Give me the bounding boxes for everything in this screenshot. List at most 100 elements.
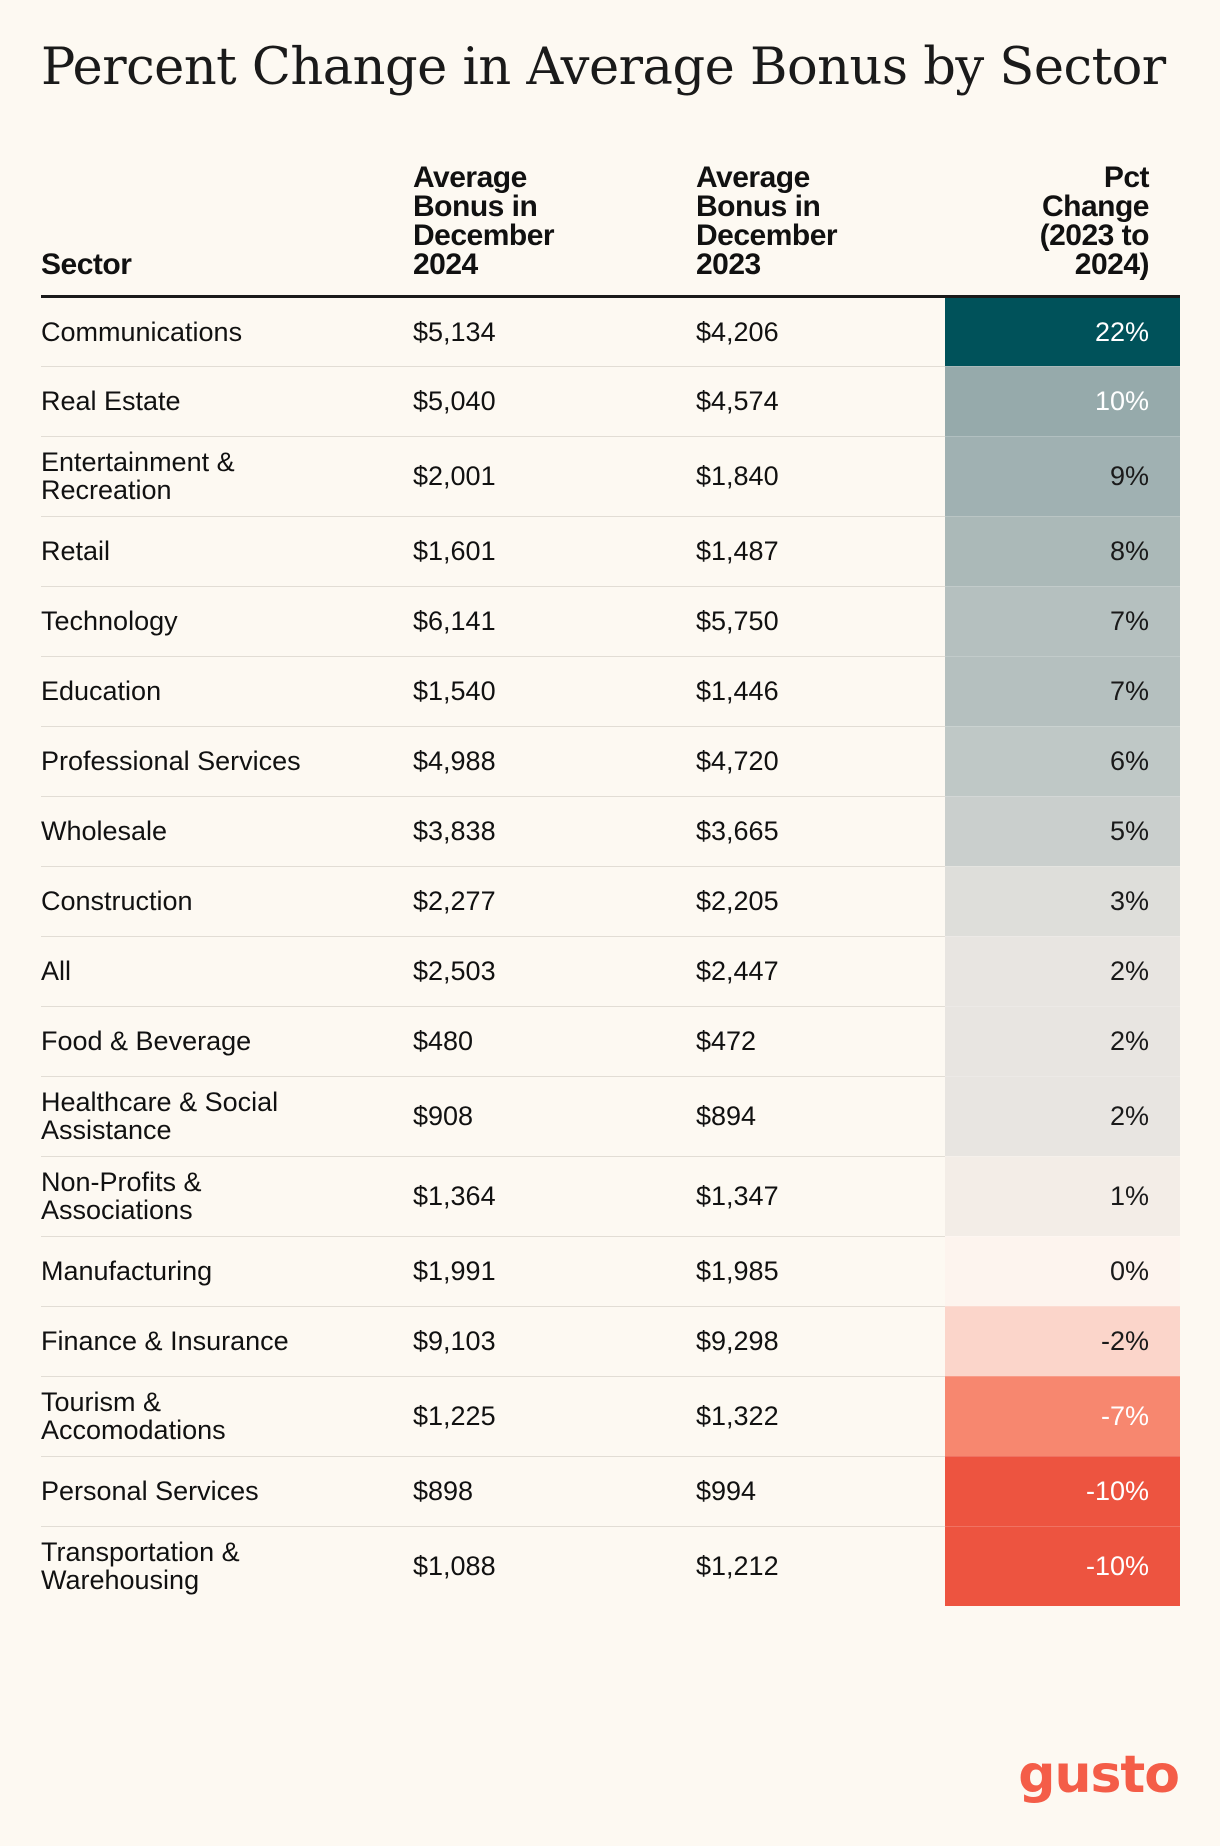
- text-line: (2023 to: [1039, 218, 1150, 252]
- cell-sector: Manufacturing: [41, 1236, 413, 1307]
- text-line: Education: [41, 676, 162, 706]
- cell-bonus-2024: $5,134: [413, 296, 696, 367]
- text-line: Professional Services: [41, 746, 301, 776]
- table-row: Education $1,540 $1,446 7%: [41, 656, 1180, 727]
- text-line: Bonus in: [696, 189, 821, 223]
- cell-sector: All: [41, 936, 413, 1007]
- cell-bonus-2023: $2,447: [696, 936, 945, 1007]
- cell-bonus-2023: $1,322: [696, 1376, 945, 1457]
- text-line: Tourism &: [41, 1387, 162, 1417]
- text-line: Technology: [41, 606, 178, 636]
- cell-pct-change: 2%: [945, 1076, 1180, 1157]
- cell-bonus-2024: $3,838: [413, 796, 696, 867]
- text-line: Non-Profits &: [41, 1167, 202, 1197]
- cell-pct-change: 7%: [945, 586, 1180, 657]
- text-line: Average: [696, 160, 810, 194]
- cell-pct-change: 6%: [945, 726, 1180, 797]
- cell-bonus-2023: $9,298: [696, 1306, 945, 1377]
- cell-bonus-2023: $1,985: [696, 1236, 945, 1307]
- cell-sector: Entertainment & Recreation: [41, 436, 413, 517]
- cell-bonus-2024: $2,001: [413, 436, 696, 517]
- text-line: December: [413, 218, 555, 252]
- chart-title: Percent Change in Average Bonus by Secto…: [41, 38, 1166, 97]
- table-row: All $2,503 $2,447 2%: [41, 936, 1180, 1007]
- cell-bonus-2024: $1,540: [413, 656, 696, 727]
- cell-bonus-2023: $4,206: [696, 296, 945, 367]
- cell-pct-change: 5%: [945, 796, 1180, 867]
- cell-bonus-2024: $1,225: [413, 1376, 696, 1457]
- cell-bonus-2023: $4,574: [696, 366, 945, 437]
- table-row: Technology $6,141 $5,750 7%: [41, 586, 1180, 657]
- cell-bonus-2024: $9,103: [413, 1306, 696, 1377]
- cell-bonus-2024: $898: [413, 1456, 696, 1527]
- text-line: Sector: [41, 247, 132, 281]
- cell-bonus-2024: $2,277: [413, 866, 696, 937]
- cell-pct-change: 10%: [945, 366, 1180, 437]
- cell-sector: Finance & Insurance: [41, 1306, 413, 1377]
- cell-bonus-2023: $1,446: [696, 656, 945, 727]
- table-row: Transportation & Warehousing $1,088 $1,212 -…: [41, 1526, 1180, 1606]
- text-line: All: [41, 956, 72, 986]
- cell-pct-change: 2%: [945, 1006, 1180, 1077]
- cell-pct-change: 0%: [945, 1236, 1180, 1307]
- table-row: Non-Profits & Associations $1,364 $1,347 1%: [41, 1156, 1180, 1237]
- text-line: Retail: [41, 536, 111, 566]
- text-line: Manufacturing: [41, 1256, 213, 1286]
- cell-bonus-2024: $2,503: [413, 936, 696, 1007]
- cell-bonus-2023: $1,347: [696, 1156, 945, 1237]
- text-line: Assistance: [41, 1115, 172, 1145]
- cell-sector: Professional Services: [41, 726, 413, 797]
- cell-sector: Personal Services: [41, 1456, 413, 1527]
- cell-sector: Retail: [41, 516, 413, 587]
- table-row: Finance & Insurance $9,103 $9,298 -2%: [41, 1306, 1180, 1377]
- text-line: Warehousing: [41, 1565, 200, 1596]
- cell-bonus-2024: $6,141: [413, 586, 696, 657]
- text-line: Communications: [41, 316, 243, 347]
- cell-bonus-2023: $894: [696, 1076, 945, 1157]
- text-line: Construction: [41, 886, 193, 916]
- cell-bonus-2023: $1,212: [696, 1551, 779, 1582]
- cell-sector: Healthcare & Social Assistance: [41, 1076, 413, 1157]
- cell-sector: Transportation & Warehousing: [41, 1526, 413, 1606]
- cell-sector: Food & Beverage: [41, 1006, 413, 1077]
- text-line: Wholesale: [41, 816, 168, 846]
- bonus-table: Sector Average Bonus in December 2024 Avera…: [41, 148, 1180, 1606]
- cell-bonus-2023: $3,665: [696, 796, 945, 867]
- cell-pct-change: -10%: [945, 1456, 1180, 1527]
- header-bonus-2024: Average Bonus in December 2024: [413, 148, 696, 298]
- cell-pct-change: 22%: [945, 296, 1180, 367]
- cell-sector: Real Estate: [41, 366, 413, 437]
- text-line: Bonus in: [413, 189, 538, 223]
- text-line: 2023: [696, 247, 761, 281]
- cell-pct-change: -2%: [945, 1306, 1180, 1377]
- table-row: Professional Services $4,988 $4,720 6%: [41, 726, 1180, 797]
- text-line: Accomodations: [41, 1415, 226, 1445]
- cell-bonus-2024: $5,040: [413, 366, 696, 437]
- cell-pct-change: -10%: [945, 1526, 1180, 1606]
- cell-sector: Communications: [41, 296, 413, 367]
- cell-bonus-2023: $472: [696, 1006, 945, 1077]
- cell-bonus-2023: $2,205: [696, 866, 945, 937]
- cell-bonus-2024: $4,988: [413, 726, 696, 797]
- text-line: December: [696, 218, 838, 252]
- cell-bonus-2023: $4,720: [696, 726, 945, 797]
- text-line: Average: [413, 160, 527, 194]
- cell-pct-change: 9%: [945, 436, 1180, 517]
- text-line: Real Estate: [41, 386, 181, 416]
- cell-bonus-2023: $994: [696, 1456, 945, 1527]
- table-row: Entertainment & Recreation $2,001 $1,840 9%: [41, 436, 1180, 517]
- header-pct-change: Pct Change (2023 to 2024): [945, 148, 1180, 298]
- cell-sector: Technology: [41, 586, 413, 657]
- cell-bonus-2024: $480: [413, 1006, 696, 1077]
- text-line: Entertainment &: [41, 447, 235, 477]
- cell-bonus-2024: $1,088: [413, 1551, 496, 1582]
- cell-pct-change: 3%: [945, 866, 1180, 937]
- cell-pct-change: 2%: [945, 936, 1180, 1007]
- header-sector: Sector: [41, 148, 413, 298]
- table-row: Wholesale $3,838 $3,665 5%: [41, 796, 1180, 867]
- cell-bonus-2024: $1,364: [413, 1156, 696, 1237]
- header-bonus-2023: Average Bonus in December 2023: [696, 148, 945, 298]
- cell-sector: Tourism & Accomodations: [41, 1376, 413, 1457]
- cell-bonus-2024: $908: [413, 1076, 696, 1157]
- text-line: Healthcare & Social: [41, 1087, 279, 1117]
